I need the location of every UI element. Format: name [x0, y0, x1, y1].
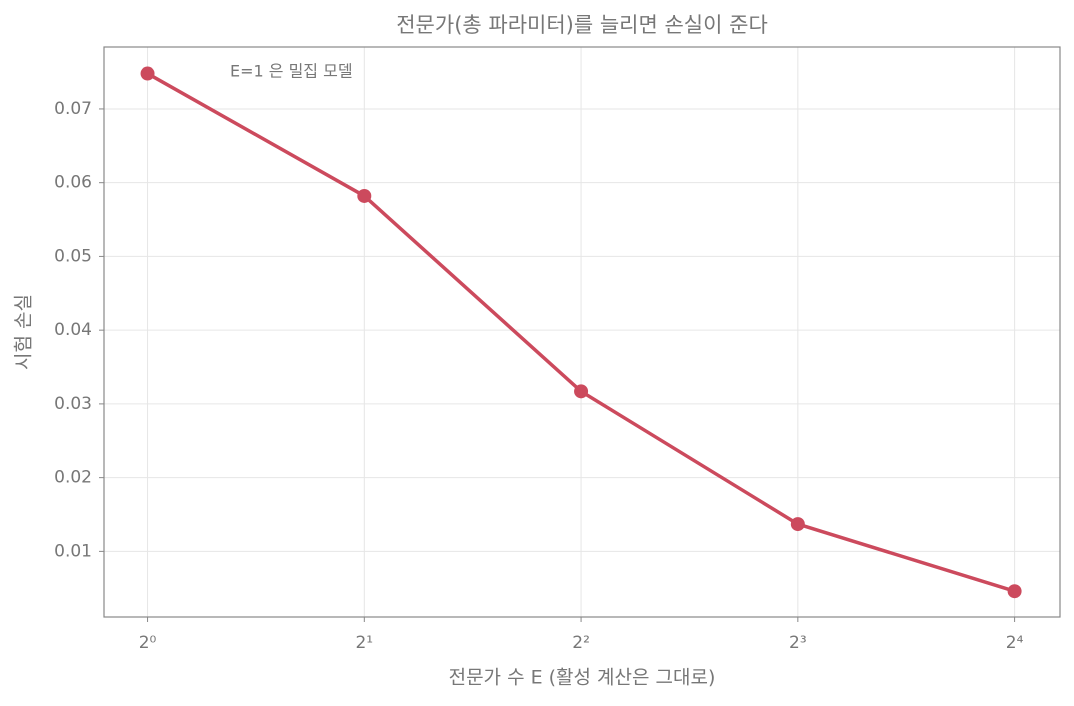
y-tick-label: 0.03	[54, 394, 92, 414]
point	[574, 384, 589, 399]
y-tick-label: 0.05	[54, 246, 92, 266]
x-tick-label: 2¹	[355, 633, 373, 653]
x-tick-label: 2³	[789, 633, 807, 653]
y-tick-label: 0.04	[54, 320, 92, 340]
y-tick-label: 0.06	[54, 173, 92, 193]
y-tick-label: 0.01	[54, 541, 92, 561]
annotation: E=1 은 밀집 모델	[230, 62, 353, 81]
x-tick-label: 2⁰	[139, 633, 157, 653]
point	[790, 517, 805, 532]
point	[140, 66, 155, 81]
plot-frame	[103, 46, 1061, 618]
point	[357, 188, 372, 203]
y-tick-label: 0.02	[54, 468, 92, 488]
x-tick-label: 2²	[572, 633, 590, 653]
x-tick-label: 2⁴	[1006, 633, 1024, 653]
y-axis-label: 시험 손실	[13, 294, 35, 370]
y-tick-label: 0.07	[54, 99, 92, 119]
chart-title: 전문가(총 파라미터)를 늘리면 손실이 준다	[396, 13, 768, 37]
x-axis-label: 전문가 수 E (활성 계산은 그대로)	[449, 667, 716, 689]
point	[1007, 584, 1022, 599]
